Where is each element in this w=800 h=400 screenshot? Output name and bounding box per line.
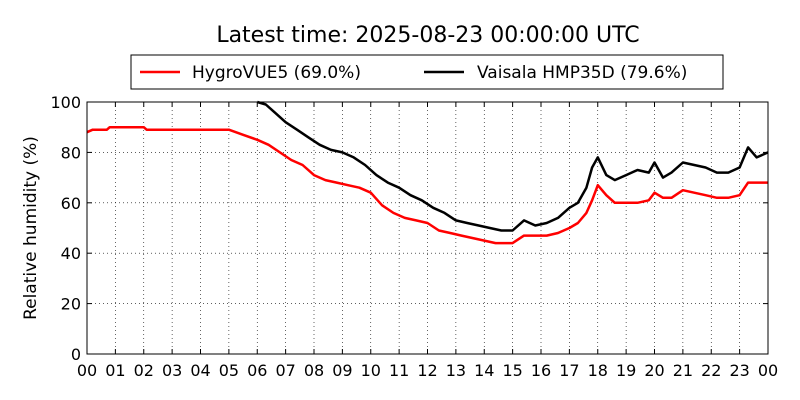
x-tick-label: 05 xyxy=(219,361,239,380)
y-tick-label: 0 xyxy=(71,345,81,364)
x-tick-label: 23 xyxy=(729,361,749,380)
x-tick-label: 10 xyxy=(361,361,381,380)
plot-frame xyxy=(86,101,769,355)
x-tick-label: 20 xyxy=(644,361,664,380)
x-tick-label: 19 xyxy=(616,361,636,380)
y-tick-label: 100 xyxy=(50,93,81,112)
x-tick-label: 17 xyxy=(559,361,579,380)
y-tick-label: 80 xyxy=(61,143,81,162)
x-tick-label: 01 xyxy=(105,361,125,380)
ticks: 00 01 02 03 04 05 06 07 08 09 10 11 12 13 14 15 16 17 18 19… xyxy=(50,93,778,380)
x-tick-label: 21 xyxy=(673,361,693,380)
x-tick-label: 11 xyxy=(389,361,409,380)
y-tick-label: 60 xyxy=(61,194,81,213)
x-tick-label: 13 xyxy=(446,361,466,380)
x-tick-label: 02 xyxy=(134,361,154,380)
series-layer xyxy=(86,100,769,245)
chart-title: Latest time: 2025-08-23 00:00:00 UTC xyxy=(216,23,639,48)
x-tick-label: 22 xyxy=(701,361,721,380)
x-tick-label: 04 xyxy=(190,361,210,380)
x-tick-label: 15 xyxy=(502,361,522,380)
x-tick-label: 00 xyxy=(77,361,97,380)
x-tick-label: 14 xyxy=(474,361,494,380)
series-line-vaisala xyxy=(256,100,769,232)
legend: HygroVUE5 (69.0%) Vaisala HMP35D (79.6%) xyxy=(130,54,724,90)
x-tick-label: 12 xyxy=(417,361,437,380)
x-tick-label: 16 xyxy=(531,361,551,380)
series-line-hygrovue5 xyxy=(86,125,768,245)
y-tick-label: 20 xyxy=(61,295,81,314)
x-tick-label: 18 xyxy=(588,361,608,380)
legend-label-vaisala: Vaisala HMP35D (79.6%) xyxy=(477,63,687,83)
x-tick-label: 07 xyxy=(275,361,295,380)
x-tick-label: 08 xyxy=(304,361,324,380)
y-tick-label: 40 xyxy=(61,244,81,263)
x-tick-label: 00 xyxy=(758,361,778,380)
grid xyxy=(87,102,768,354)
x-tick-label: 03 xyxy=(162,361,182,380)
y-axis-label: Relative humidity (%) xyxy=(21,136,41,320)
legend-label-hygrovue5: HygroVUE5 (69.0%) xyxy=(192,63,361,83)
x-tick-label: 06 xyxy=(247,361,267,380)
x-tick-label: 09 xyxy=(332,361,352,380)
